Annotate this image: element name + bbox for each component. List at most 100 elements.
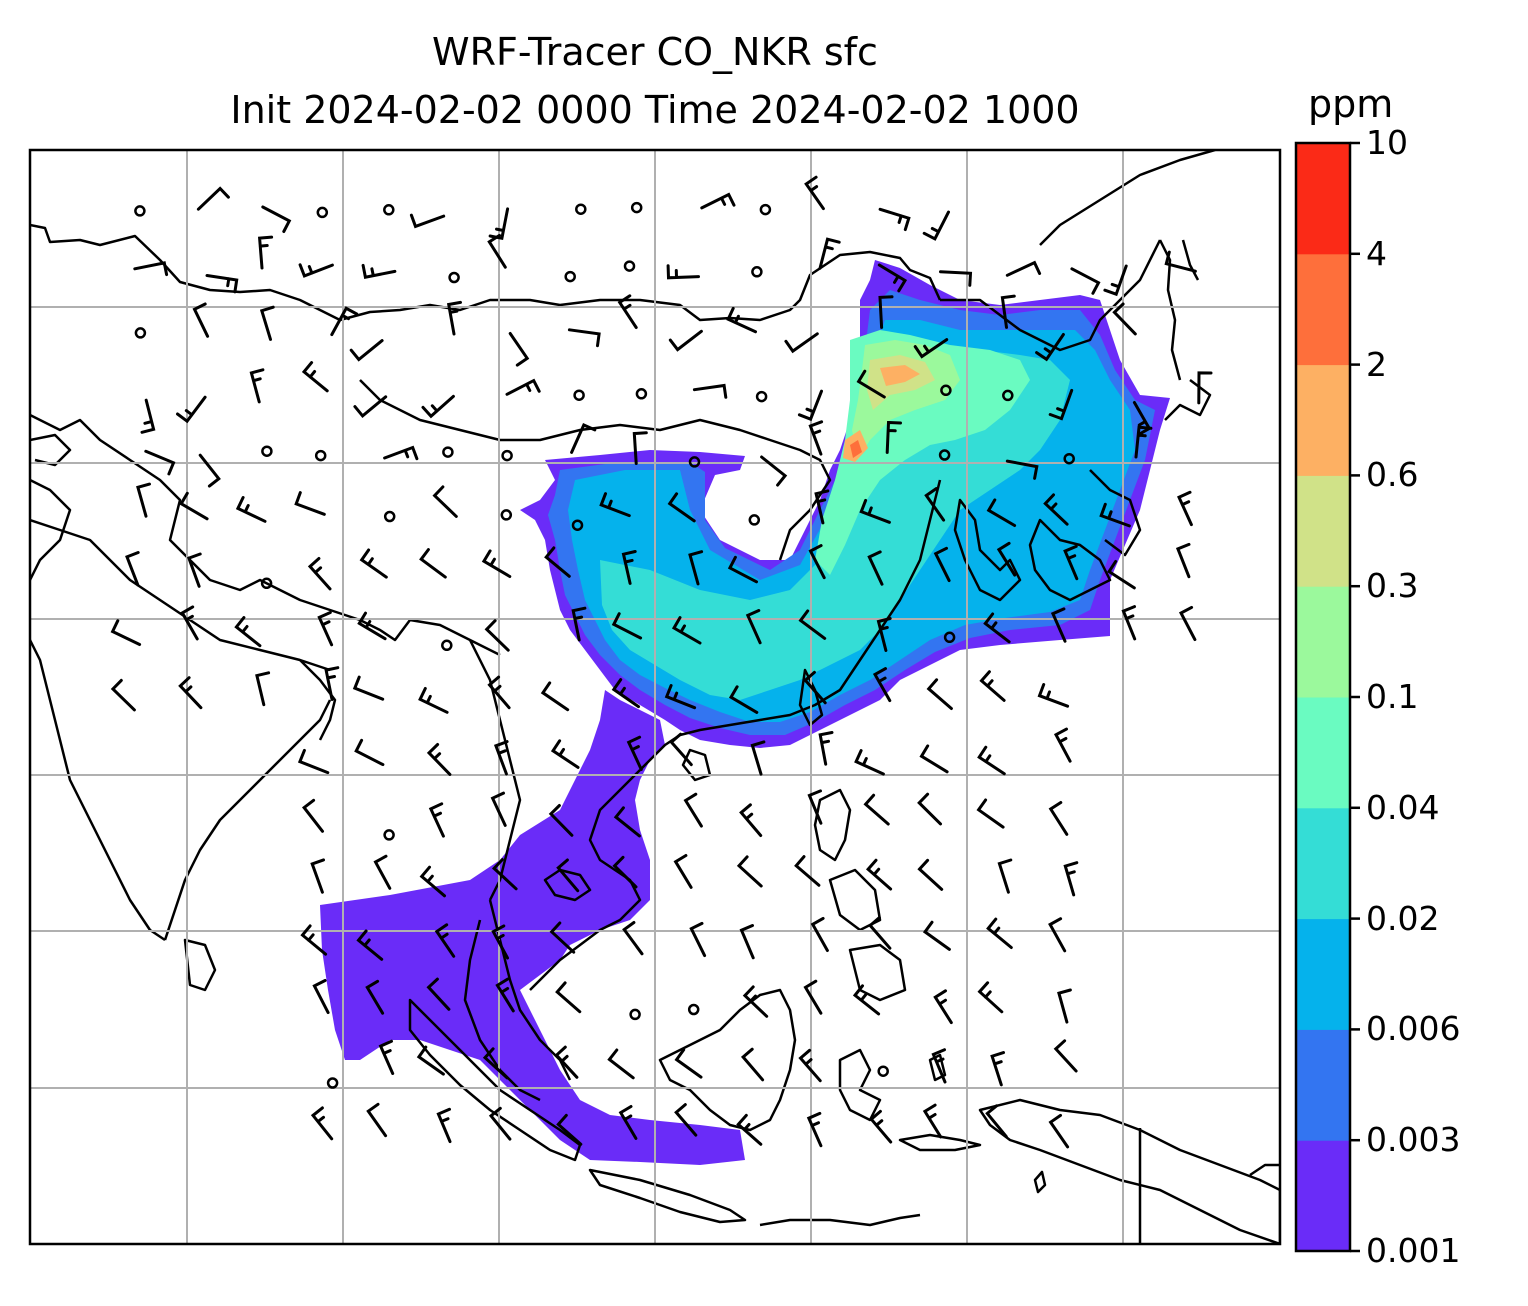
wind-barb — [863, 793, 890, 826]
wind-barb — [1164, 250, 1197, 273]
wind-barb — [1121, 605, 1137, 641]
coast-borneo — [658, 988, 797, 1132]
wind-barb — [570, 423, 597, 454]
wind-barb — [1134, 425, 1153, 459]
wind-barb — [739, 803, 763, 837]
wind-barb — [666, 264, 700, 280]
wind-barb — [324, 666, 340, 701]
wind-barb — [1050, 607, 1067, 643]
wind-barb — [798, 1048, 822, 1083]
wind-barb — [1175, 542, 1191, 579]
coast-japan — [1028, 518, 1112, 602]
wind-barb — [976, 798, 1005, 829]
wind-barb — [301, 798, 324, 833]
wind-barb — [990, 1051, 1005, 1087]
wind-barb — [140, 398, 156, 434]
calm-wind-circle — [1063, 452, 1075, 465]
wind-barb — [1177, 490, 1193, 527]
wind-barb — [856, 369, 886, 399]
wind-barb — [205, 274, 239, 294]
wind-barb — [294, 491, 326, 516]
wind-barb — [1043, 493, 1069, 526]
wind-barb — [1048, 1113, 1070, 1149]
coast-hokkaido — [1164, 379, 1212, 421]
coast-india-west — [30, 639, 166, 942]
wind-barb — [859, 498, 891, 524]
wind-barb — [110, 678, 136, 712]
wind-barb — [740, 1047, 765, 1082]
coast-sri-lanka — [183, 938, 217, 992]
wind-barb — [869, 1109, 893, 1144]
coast-philippines-visayas — [828, 868, 882, 932]
wind-barb — [671, 616, 702, 645]
wind-barb — [1035, 333, 1065, 362]
wind-barb — [739, 924, 755, 960]
colorbar-segment — [1296, 1140, 1350, 1252]
wind-barb — [426, 977, 451, 1011]
colorbar-segment — [1296, 918, 1350, 1030]
calm-wind-circle — [448, 271, 460, 284]
wind-barb — [917, 792, 942, 826]
wind-barb — [878, 207, 911, 232]
wind-barb — [700, 192, 736, 210]
border-india-north — [30, 518, 331, 672]
wind-barb — [854, 749, 885, 776]
wind-barb — [416, 1045, 445, 1076]
colorbar-tick-label: 10 — [1366, 123, 1408, 162]
wind-barb — [298, 263, 334, 278]
wind-barb — [1048, 388, 1074, 421]
coast-indochina — [529, 769, 642, 991]
wind-barb — [919, 744, 949, 774]
wind-barb — [736, 1113, 763, 1146]
colorbar-units-label: ppm — [1308, 82, 1394, 126]
colorbar-segment — [1296, 253, 1350, 366]
wind-barb — [567, 328, 601, 348]
wind-barb — [179, 491, 209, 521]
wind-barb — [487, 233, 507, 269]
wind-barbs — [110, 175, 1213, 1149]
wind-barb — [852, 984, 881, 1016]
coast-small-island-3 — [1249, 1163, 1280, 1177]
calm-wind-circle — [687, 1003, 700, 1016]
calm-wind-circle — [316, 206, 329, 219]
calm-wind-circle — [748, 514, 761, 526]
wind-barb — [307, 557, 332, 591]
coast-india-east — [163, 699, 332, 941]
wind-barb — [505, 378, 541, 396]
colorbar-segment — [1296, 475, 1350, 587]
coast-java — [588, 1168, 747, 1224]
wind-barb — [977, 981, 1004, 1014]
wind-barb — [297, 748, 330, 775]
colorbar-tick-label: 4 — [1366, 233, 1387, 273]
calm-wind-circle — [938, 449, 951, 461]
calm-wind-circle — [441, 639, 453, 652]
coast-small-island-2 — [928, 1053, 947, 1082]
wind-barb — [913, 338, 949, 359]
wind-barb — [939, 270, 973, 287]
wind-barb — [1053, 727, 1072, 763]
calm-wind-circle — [571, 519, 584, 531]
wind-barb — [986, 917, 1013, 949]
wind-barb — [979, 670, 1006, 702]
wind-barb — [261, 205, 292, 233]
calm-wind-circle — [564, 270, 576, 283]
wind-barb — [689, 921, 707, 958]
wind-barb — [673, 854, 693, 889]
calm-wind-circle — [383, 829, 395, 841]
calm-wind-circle — [1002, 389, 1014, 402]
colorbar-tick-label: 0.001 — [1366, 1231, 1461, 1270]
wind-barb — [549, 921, 576, 954]
wind-barb — [196, 186, 230, 211]
wind-barb — [1107, 560, 1136, 590]
wind-barb — [540, 681, 570, 712]
wind-barb — [736, 855, 763, 888]
wind-barb — [599, 492, 631, 518]
wind-barb — [1053, 1039, 1078, 1073]
calm-wind-circle — [635, 388, 648, 400]
wind-barb — [1048, 801, 1069, 836]
wind-barb — [428, 802, 445, 838]
wind-barb — [922, 210, 950, 241]
wind-barb — [922, 920, 951, 951]
wind-barb — [622, 921, 644, 956]
